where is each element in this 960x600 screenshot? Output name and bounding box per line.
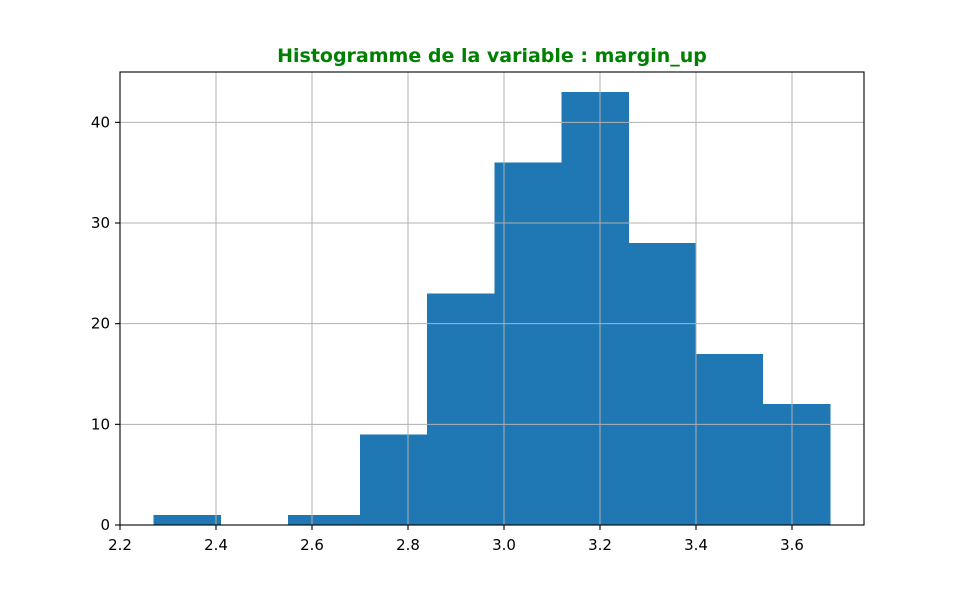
histogram-bar-8 <box>696 353 764 525</box>
x-tick-label-0: 2.2 <box>108 536 132 554</box>
bars-layer <box>153 92 831 525</box>
histogram-bar-6 <box>561 92 629 525</box>
x-tick-label-1: 2.4 <box>204 536 228 554</box>
x-tick-label-5: 3.2 <box>588 536 612 554</box>
x-tick-label-7: 3.6 <box>780 536 804 554</box>
x-tick-label-4: 3.0 <box>492 536 516 554</box>
y-tick-label-0: 0 <box>100 516 110 534</box>
chart-title: Histogramme de la variable : margin_up <box>277 45 707 67</box>
y-tick-label-3: 30 <box>91 214 110 232</box>
histogram-bar-0 <box>153 514 221 525</box>
x-tick-label-2: 2.6 <box>300 536 324 554</box>
histogram-bar-7 <box>628 243 696 525</box>
histogram-bar-3 <box>360 434 428 525</box>
x-tick-label-6: 3.4 <box>684 536 708 554</box>
y-tick-label-4: 40 <box>91 113 110 131</box>
histogram-bar-9 <box>763 404 831 525</box>
y-tick-label-1: 10 <box>91 415 110 433</box>
histogram-bar-2 <box>288 514 360 525</box>
x-tick-label-3: 2.8 <box>396 536 420 554</box>
ticks-layer: 2.2 2.4 2.6 2.8 3.0 3.2 3.4 3.6 0 10 20 30 40 <box>91 113 804 554</box>
histogram-bar-4 <box>427 293 495 525</box>
plot-frame <box>119 71 865 526</box>
y-tick-label-2: 20 <box>91 315 110 333</box>
